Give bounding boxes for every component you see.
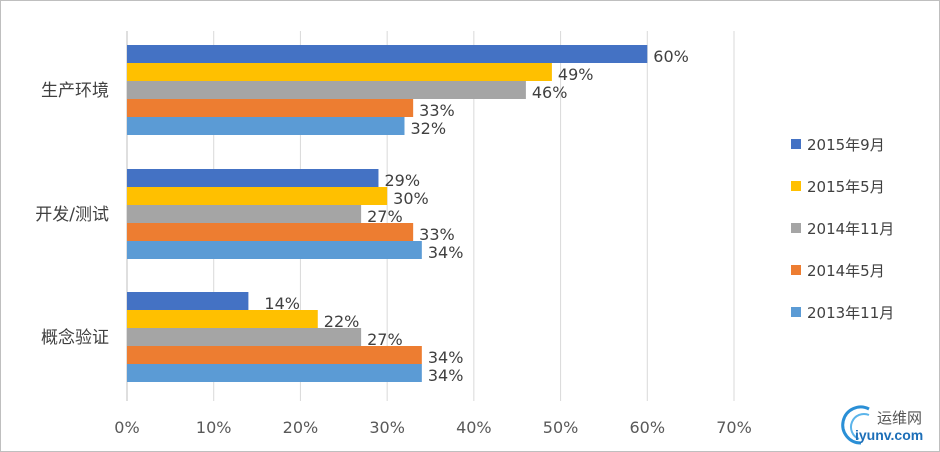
data-label: 32% (410, 119, 446, 138)
data-label: 46% (532, 83, 568, 102)
data-label: 22% (324, 312, 360, 331)
x-tick-label: 0% (114, 418, 139, 437)
data-label: 14% (264, 294, 300, 313)
legend-label: 2015年5月 (807, 178, 885, 196)
x-tick-label: 30% (369, 418, 405, 437)
legend-marker (791, 139, 801, 149)
watermark-text-en: iyunv.com (855, 427, 924, 443)
data-label: 34% (428, 366, 464, 385)
x-tick-label: 40% (456, 418, 492, 437)
legend-marker (791, 265, 801, 275)
legend-marker (791, 307, 801, 317)
bar-2-0 (127, 81, 526, 99)
category-label: 概念验证 (41, 327, 109, 348)
data-label: 34% (428, 243, 464, 262)
category-label: 开发/测试 (35, 205, 109, 225)
data-label: 30% (393, 189, 429, 208)
x-tick-label: 50% (543, 418, 579, 437)
data-label: 33% (419, 101, 455, 120)
legend-label: 2014年11月 (807, 220, 894, 238)
watermark-text-cn: 运维网 (877, 409, 923, 427)
bar-1-2 (127, 310, 318, 328)
data-label: 27% (367, 207, 403, 226)
legend-label: 2015年9月 (807, 136, 885, 154)
legend-label: 2013年11月 (807, 304, 894, 322)
bar-4-2 (127, 364, 422, 382)
bar-0-1 (127, 169, 379, 187)
category-label: 生产环境 (41, 81, 109, 101)
data-label: 60% (653, 47, 689, 66)
bar-3-2 (127, 346, 422, 364)
legend-marker (791, 181, 801, 191)
x-tick-label: 60% (630, 418, 666, 437)
bar-3-0 (127, 99, 414, 117)
data-label: 27% (367, 330, 403, 349)
data-label: 33% (419, 225, 455, 244)
data-label: 29% (384, 171, 420, 190)
bar-3-1 (127, 223, 414, 241)
watermark-swirl-icon (841, 405, 870, 445)
bar-1-0 (127, 63, 552, 81)
bar-4-0 (127, 117, 405, 135)
bar-1-1 (127, 187, 388, 205)
bar-4-1 (127, 241, 422, 259)
bar-2-1 (127, 205, 362, 223)
bar-0-2 (127, 292, 249, 310)
x-tick-label: 20% (283, 418, 319, 437)
watermark-logo: 运维网 iyunv.com (839, 401, 939, 449)
legend-label: 2014年5月 (807, 262, 885, 280)
data-label: 34% (428, 348, 464, 367)
data-label: 49% (558, 65, 594, 84)
x-tick-label: 10% (196, 418, 232, 437)
bar-0-0 (127, 45, 648, 63)
bar-2-2 (127, 328, 362, 346)
legend-marker (791, 223, 801, 233)
x-tick-label: 70% (716, 418, 752, 437)
